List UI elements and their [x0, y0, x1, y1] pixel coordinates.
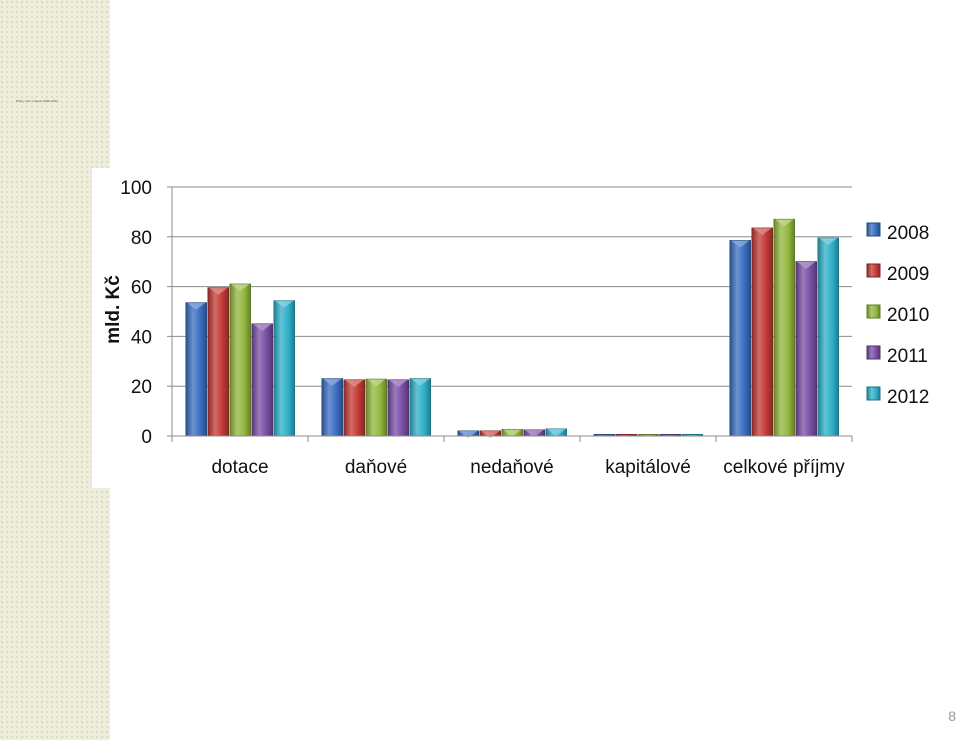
bar-celkové příjmy-2011 — [795, 261, 817, 437]
slide-caption: Příjmy obcí v letech 2008–2012 — [16, 99, 59, 103]
legend-swatch-2010 — [866, 304, 881, 319]
bar-daňové-2008 — [321, 378, 343, 437]
bar-bevel — [525, 430, 544, 438]
x-tick-label: daňové — [345, 457, 407, 478]
legend-label-2012: 2012 — [887, 387, 929, 408]
bar-bevel — [231, 284, 250, 292]
legend-swatch-2012 — [866, 386, 881, 401]
legend-label-2008: 2008 — [887, 223, 929, 244]
legend-label-2011: 2011 — [887, 346, 928, 367]
y-tick-label: 20 — [131, 377, 152, 398]
bar-dotace-2011 — [251, 323, 273, 437]
bar-bevel — [819, 238, 838, 246]
legend-swatch-2008 — [866, 222, 881, 237]
legend-label-2010: 2010 — [887, 305, 929, 326]
y-tick-label: 0 — [141, 427, 152, 448]
legend-label-2009: 2009 — [887, 264, 929, 285]
bar-bevel — [345, 379, 364, 387]
bar-chart: 0 20 40 60 80 100 mld. Kč dotace daňové nedaňové k… — [92, 168, 929, 488]
bar-dotace-2012 — [273, 300, 295, 437]
legend-swatch-2011 — [866, 345, 881, 360]
bar-dotace-2009 — [207, 287, 229, 437]
bar-daňové-2010 — [365, 378, 387, 437]
bar-celkové příjmy-2008 — [729, 240, 751, 437]
bar-dotace-2008 — [185, 302, 207, 437]
bar-celkové příjmy-2010 — [773, 218, 795, 437]
y-tick-label: 60 — [131, 278, 152, 299]
bar-bevel — [547, 429, 566, 437]
bar-daňové-2012 — [409, 378, 431, 437]
bar-celkové příjmy-2009 — [751, 227, 773, 437]
bar-bevel — [411, 378, 430, 386]
bar-bevel — [187, 302, 206, 310]
legend-swatch-2009 — [866, 263, 881, 278]
bar-bevel — [775, 219, 794, 227]
bar-bevel — [275, 300, 294, 308]
bar-bevel — [367, 379, 386, 387]
y-axis-label: mld. Kč — [103, 275, 124, 344]
bar-bevel — [503, 429, 522, 437]
page-number: 8 — [948, 708, 956, 724]
bar-bevel — [323, 378, 342, 386]
bar-bevel — [253, 323, 272, 331]
decorative-side-strip — [0, 0, 110, 740]
bar-bevel — [753, 228, 772, 236]
y-tick-label: 80 — [131, 228, 152, 249]
x-tick-label: nedaňové — [470, 457, 553, 478]
x-tick-label: dotace — [211, 457, 268, 478]
bar-daňové-2011 — [387, 379, 409, 437]
y-tick-label: 100 — [120, 178, 152, 199]
bar-dotace-2010 — [229, 283, 251, 437]
bar-bevel — [731, 240, 750, 248]
bar-bevel — [389, 379, 408, 387]
x-tick-label: kapitálové — [605, 457, 691, 478]
y-tick-label: 40 — [131, 327, 152, 348]
x-tick-label: celkové příjmy — [723, 457, 845, 478]
bar-daňové-2009 — [343, 379, 365, 437]
bar-bevel — [481, 431, 500, 439]
bar-bevel — [209, 287, 228, 295]
chart-container: 0 20 40 60 80 100 mld. Kč dotace daňové nedaňové k… — [92, 168, 929, 488]
bar-bevel — [459, 431, 478, 439]
bar-bevel — [797, 261, 816, 269]
bar-celkové příjmy-2012 — [817, 237, 839, 437]
